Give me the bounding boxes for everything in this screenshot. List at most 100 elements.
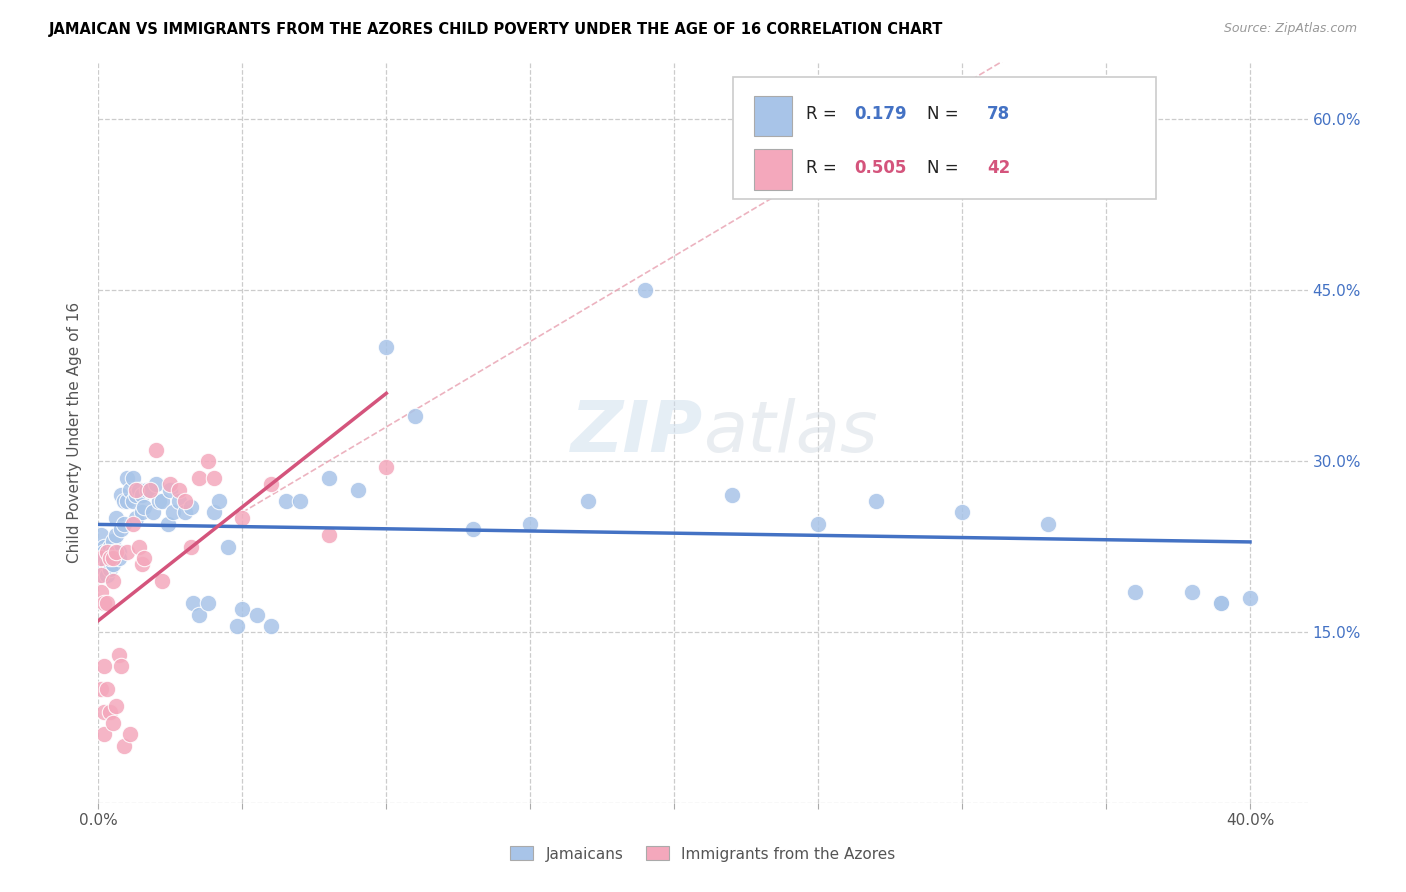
Point: [318, 528, 340, 542]
Point: [104, 528, 127, 542]
Point: [217, 540, 239, 554]
Point: [90, 585, 112, 599]
Point: [122, 471, 145, 485]
Point: [93, 727, 115, 741]
Point: [197, 597, 219, 611]
Point: [188, 471, 211, 485]
Text: N =: N =: [927, 159, 963, 177]
Point: [1211, 597, 1233, 611]
Point: [173, 494, 195, 508]
Point: [93, 540, 115, 554]
Point: [122, 494, 145, 508]
Point: [115, 494, 138, 508]
Point: [104, 511, 127, 525]
Point: [120, 483, 142, 497]
Point: [202, 505, 225, 519]
Point: [110, 659, 132, 673]
Point: [145, 476, 167, 491]
Point: [128, 540, 150, 554]
Point: [231, 602, 253, 616]
Point: [98, 550, 121, 565]
Point: [274, 494, 297, 508]
Point: [180, 540, 202, 554]
Point: [131, 505, 153, 519]
Point: [260, 476, 283, 491]
Point: [159, 483, 181, 497]
Point: [1211, 597, 1233, 611]
Point: [90, 550, 112, 565]
Bar: [754, 149, 793, 190]
Text: 42: 42: [987, 159, 1011, 177]
Point: [101, 533, 124, 548]
Point: [208, 494, 231, 508]
Point: [90, 540, 112, 554]
Point: [167, 483, 190, 497]
Point: [96, 681, 118, 696]
Point: [101, 550, 124, 565]
Text: atlas: atlas: [703, 398, 877, 467]
Text: ZIP: ZIP: [571, 398, 703, 467]
Point: [93, 545, 115, 559]
Text: N =: N =: [927, 105, 963, 123]
Point: [90, 550, 112, 565]
Point: [807, 516, 830, 531]
Point: [98, 562, 121, 576]
Point: [188, 607, 211, 622]
Point: [150, 494, 173, 508]
Point: [101, 545, 124, 559]
Point: [173, 505, 195, 519]
Point: [145, 442, 167, 457]
Point: [90, 568, 112, 582]
Point: [260, 619, 283, 633]
Point: [375, 340, 398, 354]
Point: [115, 545, 138, 559]
Point: [159, 476, 181, 491]
Point: [461, 523, 484, 537]
Point: [231, 511, 253, 525]
Point: [142, 505, 165, 519]
Point: [96, 597, 118, 611]
Point: [156, 516, 179, 531]
Point: [576, 494, 599, 508]
Point: [101, 716, 124, 731]
Point: [519, 516, 541, 531]
Point: [93, 597, 115, 611]
Point: [131, 557, 153, 571]
Text: JAMAICAN VS IMMIGRANTS FROM THE AZORES CHILD POVERTY UNDER THE AGE OF 16 CORRELA: JAMAICAN VS IMMIGRANTS FROM THE AZORES C…: [49, 22, 943, 37]
Point: [1123, 585, 1146, 599]
Point: [93, 550, 115, 565]
Point: [107, 648, 129, 662]
Point: [98, 550, 121, 565]
Text: R =: R =: [806, 105, 842, 123]
Point: [98, 705, 121, 719]
Bar: [754, 95, 793, 136]
Point: [202, 471, 225, 485]
FancyBboxPatch shape: [734, 78, 1157, 200]
Point: [134, 500, 156, 514]
Point: [346, 483, 368, 497]
Point: [162, 505, 184, 519]
Point: [634, 283, 657, 297]
Point: [125, 488, 148, 502]
Text: R =: R =: [806, 159, 842, 177]
Point: [125, 483, 148, 497]
Point: [318, 471, 340, 485]
Point: [90, 681, 112, 696]
Point: [104, 698, 127, 713]
Point: [96, 568, 118, 582]
Point: [125, 511, 148, 525]
Point: [96, 557, 118, 571]
Point: [148, 494, 170, 508]
Point: [288, 494, 311, 508]
Point: [90, 568, 112, 582]
Point: [246, 607, 269, 622]
Point: [93, 562, 115, 576]
Text: 0.505: 0.505: [855, 159, 907, 177]
Point: [134, 550, 156, 565]
Point: [112, 494, 135, 508]
Point: [1038, 516, 1060, 531]
Point: [1239, 591, 1261, 605]
Point: [1181, 585, 1204, 599]
Point: [110, 523, 132, 537]
Point: [720, 488, 742, 502]
